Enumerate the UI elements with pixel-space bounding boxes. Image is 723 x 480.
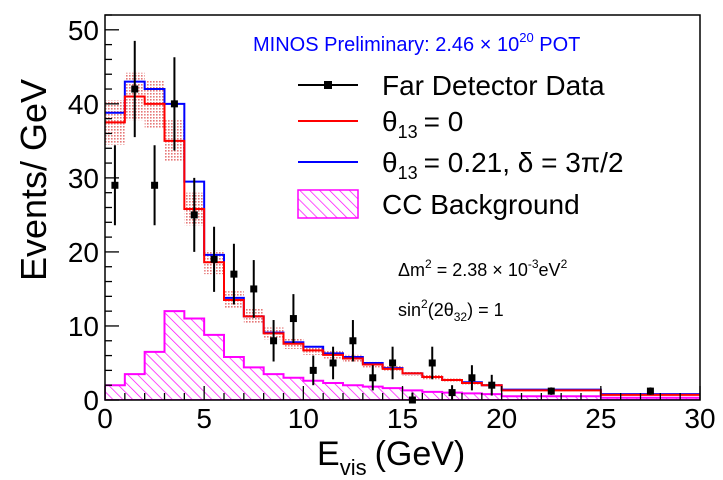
data-marker (111, 181, 119, 189)
y-tick-label: 50 (68, 15, 99, 46)
data-point (210, 226, 218, 292)
x-tick-label: 20 (486, 403, 517, 434)
preliminary-label: MINOS Preliminary: 2.46 × 1020 POT (253, 25, 580, 56)
data-marker (448, 389, 456, 397)
data-point (646, 387, 654, 395)
data-marker (151, 181, 159, 189)
svg-text:θ13= 0.21, δ = 3π/2: θ13 = 0.21, δ = 3π/2 (382, 147, 624, 183)
dm2-annotation: Δm2 = 2.38 × 10-3eV2 (398, 252, 568, 280)
data-point (468, 365, 476, 391)
x-tick-label: 15 (387, 403, 418, 434)
legend-item-theta0: θ13 = 0 (298, 106, 463, 142)
data-point (349, 320, 357, 362)
sin-annotation: sin2(2θ32) = 1 (398, 297, 504, 324)
y-tick-label: 20 (68, 237, 99, 268)
data-marker (270, 337, 278, 345)
data-point (190, 177, 198, 252)
data-point (250, 260, 258, 318)
x-axis-label-unit: (GeV) (375, 435, 466, 473)
data-marker (210, 255, 218, 263)
data-marker (646, 387, 654, 395)
data-point (329, 346, 337, 380)
y-tick-label: 0 (83, 385, 99, 416)
data-marker (289, 315, 297, 323)
y-tick-label: 30 (68, 163, 99, 194)
x-axis-label-main: E (317, 435, 340, 473)
x-tick-label: 5 (196, 403, 212, 434)
x-tick-label: 25 (585, 403, 616, 434)
data-marker (369, 374, 377, 382)
data-marker (309, 366, 317, 374)
data-point (111, 145, 119, 226)
data-point (369, 365, 377, 391)
data-point (151, 145, 159, 226)
data-marker (349, 337, 357, 345)
data-marker (190, 211, 198, 219)
x-axis-label: Evis (GeV) (317, 435, 465, 480)
data-point (270, 320, 278, 362)
data-marker (547, 387, 555, 395)
theta0-histogram (105, 95, 700, 396)
data-marker (468, 374, 476, 382)
data-marker (131, 85, 139, 93)
x-axis-label-sub: vis (340, 455, 367, 480)
data-marker (428, 359, 436, 367)
data-point (488, 374, 496, 396)
data-marker (170, 100, 178, 108)
y-axis-label: Events/ GeV (13, 79, 54, 281)
data-point (230, 243, 238, 305)
data-marker (389, 359, 397, 367)
legend-item-background: CC Background (297, 189, 580, 220)
x-tick-label: 30 (684, 403, 715, 434)
data-point (448, 385, 456, 400)
data-point (289, 294, 297, 343)
data-point (170, 57, 178, 151)
svg-text:CC Background: CC Background (382, 189, 580, 220)
svg-text:Far Detector Data: Far Detector Data (382, 70, 605, 101)
data-point (428, 346, 436, 380)
data-marker (250, 285, 258, 293)
svg-text:θ13= 0: θ13 = 0 (382, 106, 463, 142)
x-tick-label: 0 (97, 403, 113, 434)
data-point (547, 387, 555, 395)
data-marker (230, 270, 238, 278)
x-tick-label: 10 (288, 403, 319, 434)
y-tick-label: 10 (68, 311, 99, 342)
data-point (131, 40, 139, 138)
data-point (389, 346, 397, 380)
data-marker (488, 381, 496, 389)
legend: Far Detector Data θ13 = 0 θ13 = 0.21, δ = … (297, 70, 624, 220)
legend-item-theta021: θ13 = 0.21, δ = 3π/2 (298, 147, 624, 183)
data-point (309, 355, 317, 386)
data-marker (329, 359, 337, 367)
y-tick-label: 40 (68, 89, 99, 120)
legend-item-data: Far Detector Data (298, 70, 605, 101)
